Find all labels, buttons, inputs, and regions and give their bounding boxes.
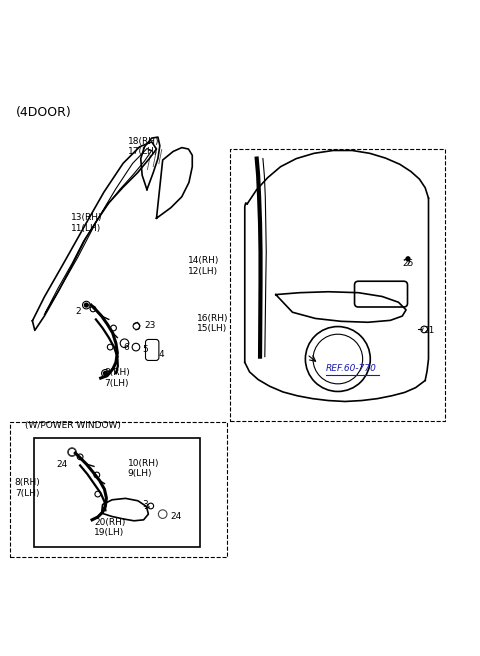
- Text: 21: 21: [424, 326, 435, 335]
- Bar: [34, 438, 200, 546]
- Circle shape: [84, 303, 88, 307]
- Text: 25: 25: [402, 259, 414, 268]
- Circle shape: [104, 371, 108, 375]
- Text: 13(RH)
11(LH): 13(RH) 11(LH): [71, 213, 102, 233]
- Text: 24: 24: [171, 512, 182, 521]
- Text: 14(RH)
12(LH): 14(RH) 12(LH): [188, 256, 219, 276]
- Text: 4: 4: [159, 350, 165, 359]
- Text: 5: 5: [142, 345, 148, 354]
- Text: 2: 2: [75, 307, 81, 316]
- Text: 20(RH)
19(LH): 20(RH) 19(LH): [95, 518, 126, 537]
- Circle shape: [406, 257, 410, 260]
- Text: 6: 6: [123, 342, 129, 352]
- Text: (4DOOR): (4DOOR): [16, 106, 72, 119]
- Text: 18(RH)
17(LH): 18(RH) 17(LH): [128, 137, 159, 156]
- Text: REF.60-770: REF.60-770: [326, 364, 377, 373]
- Text: 16(RH)
15(LH): 16(RH) 15(LH): [197, 314, 228, 333]
- Text: 8(RH)
7(LH): 8(RH) 7(LH): [15, 478, 40, 497]
- Text: 8(RH)
7(LH): 8(RH) 7(LH): [104, 369, 130, 388]
- Bar: [10, 422, 227, 557]
- Text: (W/POWER WINDOW): (W/POWER WINDOW): [25, 421, 121, 430]
- Text: 23: 23: [144, 321, 156, 330]
- Text: 10(RH)
9(LH): 10(RH) 9(LH): [128, 459, 159, 478]
- Text: 3: 3: [142, 500, 148, 509]
- Text: 24: 24: [56, 459, 68, 468]
